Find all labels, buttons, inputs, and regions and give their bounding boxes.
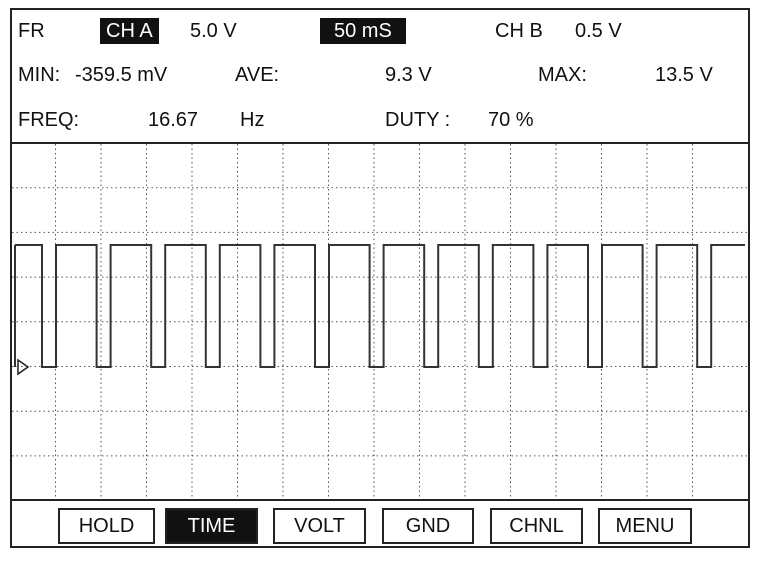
duty-value: 70 % bbox=[488, 109, 534, 131]
channel-a-scale: 5.0 V bbox=[190, 20, 237, 42]
volt-button[interactable]: VOLT bbox=[273, 508, 366, 544]
max-label: MAX: bbox=[538, 64, 587, 86]
gnd-button[interactable]: GND bbox=[382, 508, 474, 544]
freq-unit: Hz bbox=[240, 109, 265, 131]
scope-frame bbox=[10, 8, 750, 548]
channel-b-scale: 0.5 V bbox=[575, 20, 622, 42]
duty-label: DUTY : bbox=[385, 109, 451, 131]
ave-value: 9.3 V bbox=[385, 64, 432, 86]
chnl-button[interactable]: CHNL bbox=[490, 508, 583, 544]
hold-button[interactable]: HOLD bbox=[58, 508, 155, 544]
signal-trace bbox=[14, 244, 745, 368]
min-label: MIN: bbox=[18, 64, 61, 86]
mode-label: FR bbox=[18, 20, 45, 42]
min-value: -359.5 mV bbox=[75, 64, 168, 86]
timebase: 50 mS bbox=[320, 18, 406, 44]
ave-label: AVE: bbox=[235, 64, 280, 86]
time-button[interactable]: TIME bbox=[165, 508, 258, 544]
freq-label: FREQ: bbox=[18, 109, 80, 131]
max-value: 13.5 V bbox=[655, 64, 713, 86]
menu-button[interactable]: MENU bbox=[598, 508, 692, 544]
channel-a: CH A bbox=[100, 18, 159, 44]
channel-b: CH B bbox=[495, 20, 543, 42]
freq-value: 16.67 bbox=[148, 109, 199, 131]
